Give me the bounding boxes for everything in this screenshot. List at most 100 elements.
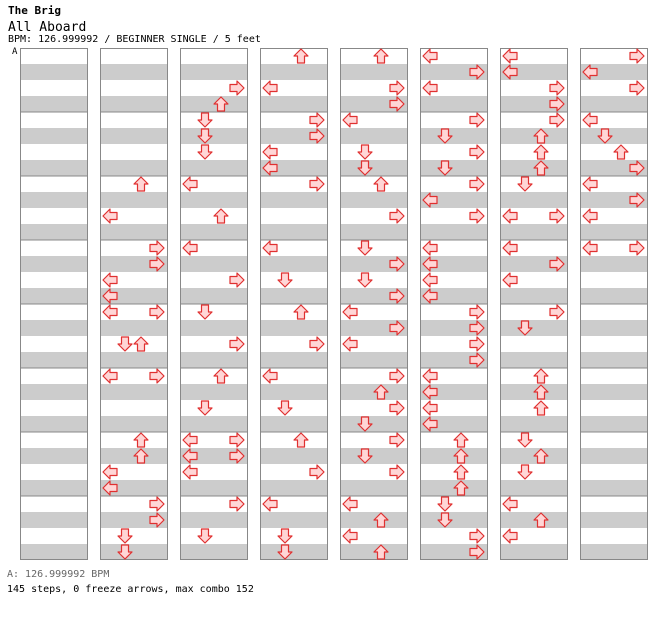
row-stripe <box>580 448 648 464</box>
arrow-right-icon <box>469 112 485 128</box>
arrow-left-icon <box>262 368 278 384</box>
arrow-right-icon <box>469 144 485 160</box>
row-stripe <box>340 480 408 496</box>
arrow-down-icon <box>357 448 373 464</box>
arrow-right-icon <box>389 368 405 384</box>
arrow-left-icon <box>582 64 598 80</box>
bpm-marker: A <box>12 47 18 57</box>
row-stripe <box>260 224 328 240</box>
row-stripe <box>260 96 328 112</box>
arrow-right-icon <box>549 80 565 96</box>
arrow-down-icon <box>357 272 373 288</box>
arrow-up-icon <box>533 512 549 528</box>
arrow-left-icon <box>422 80 438 96</box>
row-stripe <box>100 224 168 240</box>
arrow-right-icon <box>629 80 645 96</box>
arrow-up-icon <box>373 48 389 64</box>
arrow-left-icon <box>102 208 118 224</box>
row-stripe <box>180 288 248 304</box>
row-stripe <box>100 160 168 176</box>
arrow-left-icon <box>422 288 438 304</box>
arrow-left-icon <box>102 272 118 288</box>
row-stripe <box>20 544 88 560</box>
arrow-right-icon <box>469 544 485 560</box>
arrow-down-icon <box>197 128 213 144</box>
bpm-summary: A: 126.999992 BPM <box>7 569 110 580</box>
row-stripe <box>500 544 568 560</box>
arrow-right-icon <box>389 432 405 448</box>
row-stripe <box>100 64 168 80</box>
arrow-right-icon <box>309 128 325 144</box>
arrow-up-icon <box>533 128 549 144</box>
row-stripe <box>340 192 408 208</box>
arrow-left-icon <box>502 528 518 544</box>
arrow-left-icon <box>262 496 278 512</box>
arrow-up-icon <box>133 176 149 192</box>
arrow-right-icon <box>469 304 485 320</box>
arrow-right-icon <box>549 304 565 320</box>
arrow-left-icon <box>262 240 278 256</box>
arrow-left-icon <box>502 64 518 80</box>
arrow-up-icon <box>133 336 149 352</box>
row-stripe <box>100 544 168 560</box>
arrow-left-icon <box>342 528 358 544</box>
arrow-up-icon <box>533 384 549 400</box>
column-border <box>340 48 408 560</box>
row-stripe <box>20 320 88 336</box>
row-stripe <box>260 192 328 208</box>
row-stripe <box>260 448 328 464</box>
step-chart <box>20 48 648 560</box>
row-stripe <box>20 64 88 80</box>
arrow-down-icon <box>357 144 373 160</box>
row-stripe <box>100 96 168 112</box>
arrow-up-icon <box>373 176 389 192</box>
row-stripe <box>500 192 568 208</box>
arrow-down-icon <box>437 512 453 528</box>
arrow-right-icon <box>149 240 165 256</box>
row-stripe <box>260 64 328 80</box>
arrow-left-icon <box>102 304 118 320</box>
row-stripe <box>100 416 168 432</box>
arrow-left-icon <box>502 208 518 224</box>
column-border <box>580 48 648 560</box>
row-stripe <box>420 96 488 112</box>
row-stripe <box>340 224 408 240</box>
row-stripe <box>20 384 88 400</box>
arrow-right-icon <box>549 96 565 112</box>
row-stripe <box>580 256 648 272</box>
row-stripe <box>500 480 568 496</box>
arrow-right-icon <box>629 240 645 256</box>
arrow-right-icon <box>229 80 245 96</box>
row-stripe <box>340 160 408 176</box>
row-stripe <box>260 544 328 560</box>
arrow-right-icon <box>309 112 325 128</box>
row-stripe <box>180 352 248 368</box>
arrow-down-icon <box>437 128 453 144</box>
row-stripe <box>20 512 88 528</box>
arrow-up-icon <box>453 480 469 496</box>
arrow-up-icon <box>293 432 309 448</box>
row-stripe <box>420 128 488 144</box>
row-stripe <box>180 64 248 80</box>
arrow-up-icon <box>133 432 149 448</box>
arrow-left-icon <box>262 144 278 160</box>
arrow-left-icon <box>422 384 438 400</box>
row-stripe <box>180 224 248 240</box>
arrow-up-icon <box>613 144 629 160</box>
row-stripe <box>420 512 488 528</box>
row-stripe <box>260 352 328 368</box>
arrow-left-icon <box>422 368 438 384</box>
column-border <box>180 48 248 560</box>
row-stripe <box>20 352 88 368</box>
arrow-right-icon <box>309 176 325 192</box>
arrow-right-icon <box>389 320 405 336</box>
row-stripe <box>340 352 408 368</box>
arrow-down-icon <box>517 464 533 480</box>
arrow-left-icon <box>502 272 518 288</box>
arrow-down-icon <box>117 336 133 352</box>
row-stripe <box>260 320 328 336</box>
arrow-down-icon <box>357 240 373 256</box>
row-stripe <box>20 128 88 144</box>
row-stripe <box>180 160 248 176</box>
row-stripe <box>100 320 168 336</box>
